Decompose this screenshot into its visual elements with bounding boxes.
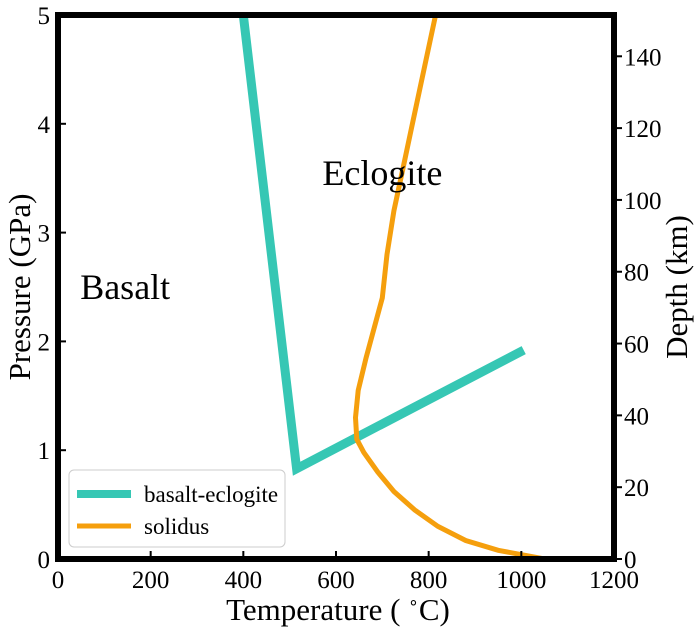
y2-tick-label: 60 (624, 332, 649, 359)
legend: basalt-eclogite solidus (68, 469, 286, 548)
y2-tick-label: 140 (624, 44, 662, 71)
y2-axis-title: Depth (km) (659, 215, 694, 359)
series-line-basalt-eclogite (238, 14, 526, 476)
y2-tick-label: 0 (624, 547, 637, 574)
x-axis-title: Temperature ( ∘C) (226, 592, 450, 627)
y2-tick-label: 100 (624, 188, 662, 215)
series-line-solidus (352, 14, 545, 562)
x-tick-label: 200 (132, 567, 170, 594)
x-tick-label: 0 (52, 567, 65, 594)
y2-tick-label: 80 (624, 260, 649, 287)
legend-label-solidus: solidus (144, 514, 209, 539)
annotation-layer: Basalt Eclogite (80, 153, 442, 307)
y-tick-label: 1 (38, 438, 51, 465)
x-tick-label: 800 (410, 567, 448, 594)
y-tick-label: 3 (38, 221, 51, 248)
y-tick-label: 0 (38, 547, 51, 574)
y2-tick-label: 20 (624, 475, 649, 502)
plot-frame (55, 12, 617, 562)
y2-tick-label: 120 (624, 116, 662, 143)
y2-tick-label: 40 (624, 403, 649, 430)
legend-label-basalt-eclogite: basalt-eclogite (144, 482, 278, 507)
x-tick-label: 1200 (589, 567, 639, 594)
series-layer (238, 14, 545, 562)
x-tick-label: 1000 (496, 567, 546, 594)
x-tick-label: 600 (317, 567, 355, 594)
x-tick-label: 400 (225, 567, 263, 594)
region-label-basalt: Basalt (80, 267, 170, 307)
y-tick-label: 5 (38, 3, 51, 30)
y-axis-title: Pressure (GPa) (2, 194, 37, 381)
y-tick-label: 4 (38, 112, 51, 139)
y-tick-label: 2 (38, 329, 51, 356)
region-label-eclogite: Eclogite (322, 153, 442, 193)
